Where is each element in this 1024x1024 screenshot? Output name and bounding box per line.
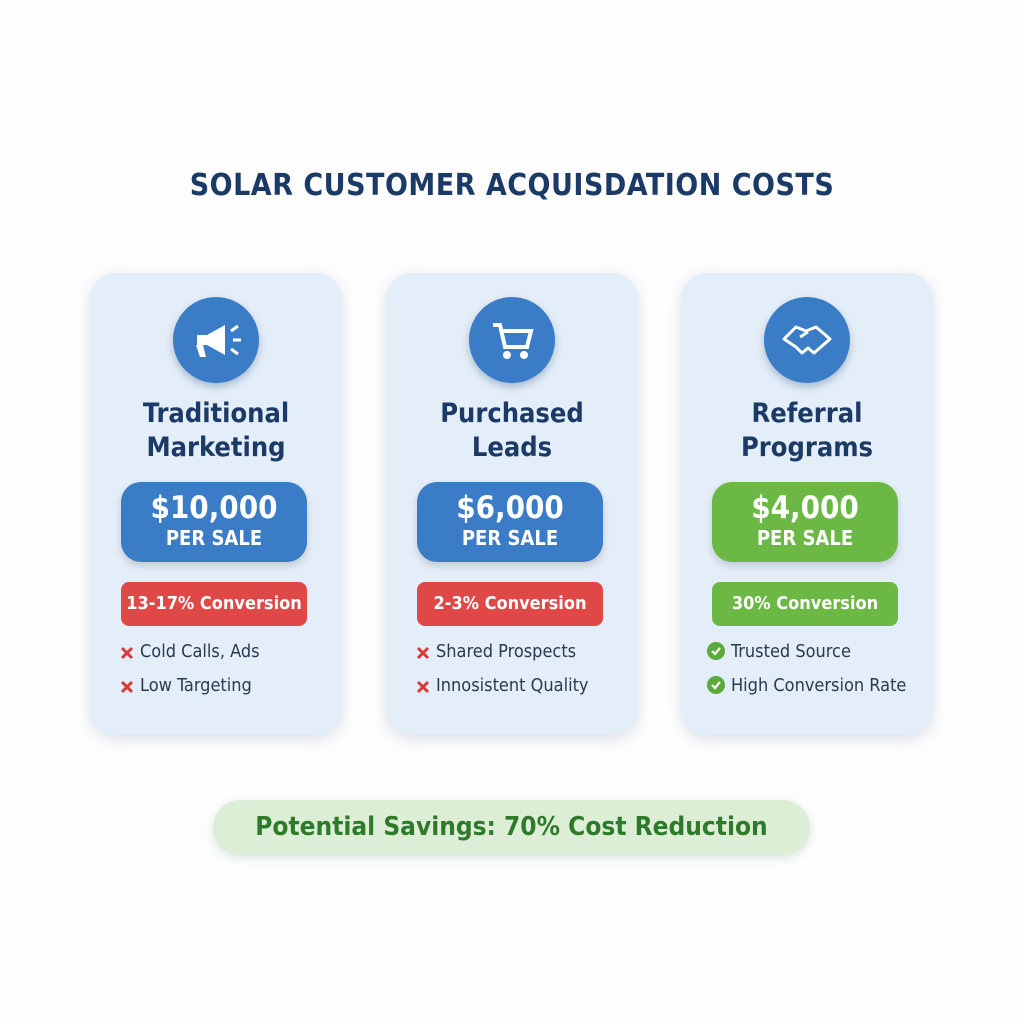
bullet-text: Cold Calls, Ads <box>140 641 260 662</box>
bullet: Low Targeting <box>120 675 252 696</box>
bullet-text: Shared Prospects <box>436 641 577 662</box>
bullet: High Conversion Rate <box>707 675 906 696</box>
savings-banner: Potential Savings: 70% Cost Reduction <box>213 800 810 855</box>
conversion: 13-17% Conversion <box>121 582 307 626</box>
card-title: Traditional Marketing <box>142 398 290 463</box>
bullet: Cold Calls, Ads <box>120 641 260 662</box>
conversion: 2-3% Conversion <box>417 582 603 626</box>
page-title: SOLAR CUSTOMER ACQUISDATION COSTS <box>189 168 835 203</box>
bullet-text: High Conversion Rate <box>731 675 907 696</box>
bullet: Trusted Source <box>707 641 851 662</box>
conversion: 30% Conversion <box>712 582 898 626</box>
price-unit: PER SALE <box>756 526 854 550</box>
price-unit: PER SALE <box>165 526 263 550</box>
price: $10,000 <box>150 490 278 526</box>
price-unit: PER SALE <box>461 526 559 550</box>
price: $6,000 <box>456 490 564 526</box>
bullet-text: Trusted Source <box>731 641 851 662</box>
price-pill: $4,000 PER SALE <box>712 482 898 562</box>
price: $4,000 <box>751 490 859 526</box>
bullet-text: Innosistent Quality <box>436 675 589 696</box>
card: Referral Programs $4,000 PER SALE 30% Con… <box>681 273 933 735</box>
icon <box>469 297 555 383</box>
bullet: Innosistent Quality <box>416 675 589 696</box>
card: Traditional Marketing $10,000 PER SALE 13… <box>90 273 342 735</box>
price-pill: $10,000 PER SALE <box>121 482 307 562</box>
bullet-text: Low Targeting <box>140 675 252 696</box>
card: Purchased Leads $6,000 PER SALE 2-3% Conv… <box>386 273 638 735</box>
card-title: Referral Programs <box>740 398 873 463</box>
icon <box>173 297 259 383</box>
icon <box>764 297 850 383</box>
price-pill: $6,000 PER SALE <box>417 482 603 562</box>
bullet: Shared Prospects <box>416 641 576 662</box>
card-title: Purchased Leads <box>440 398 584 463</box>
